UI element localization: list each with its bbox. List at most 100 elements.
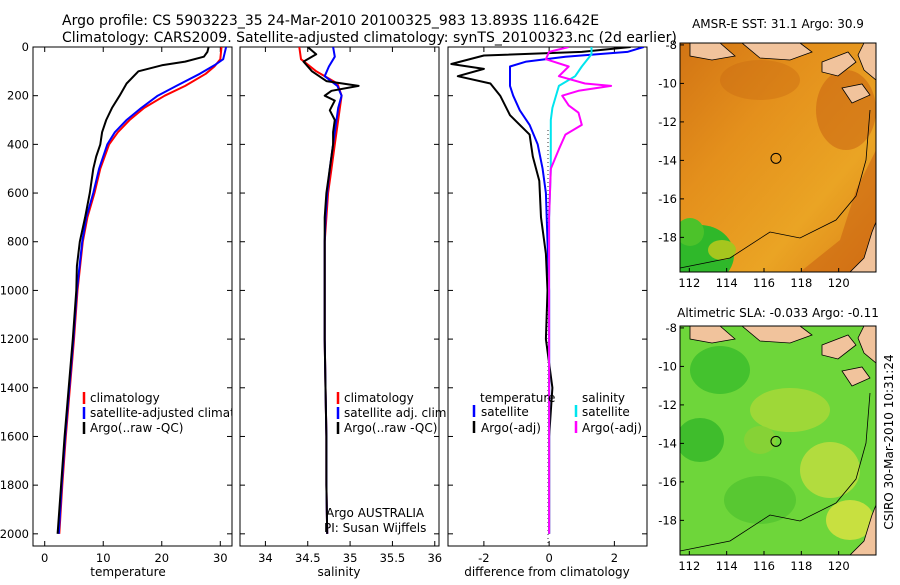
legend-satellite-adjusted: satellite-adjusted climatology [90,406,268,420]
legend-argo: Argo(..raw -QC) [344,421,437,435]
x-tick-label: 0 [545,551,552,565]
x-tick-label: 34 [258,551,273,565]
australia-landmass [849,221,876,272]
map-y-tick-label: -12 [658,115,677,129]
bathymetry-contour [680,392,871,552]
figure-subtitle: Climatology: CARS2009. Satellite-adjuste… [62,30,677,46]
difference-legend: temperature satellite Argo(-adj) salinit… [472,391,642,435]
temperature-legend: climatology satellite-adjusted climatolo… [82,391,268,435]
sla-patch [680,418,724,462]
y-tick-label: 0 [22,40,29,54]
sst-cool-patch [680,218,704,246]
island-landmass [857,326,876,364]
sst-map-ticks: 112 114 116 118 120 -8 -10 -12 -14 -16 -18 [658,38,849,290]
sla-field [680,326,876,555]
map-x-tick-label: 116 [753,559,775,573]
temperature-axes-box [32,46,233,547]
x-tick-label: 35.5 [380,551,406,565]
temperature-ticks: 0 10 20 30 0 200 400 600 800 1000 1200 1400 1600 1800… [0,40,232,565]
australia-landmass [849,504,876,555]
map-y-tick-label: -12 [658,398,677,412]
argo-location-marker [770,152,782,164]
map-y-tick-label: -16 [658,192,677,206]
y-tick-label: 1200 [0,332,29,346]
sst-warm-patch [720,60,800,100]
x-tick-label: 34.5 [295,551,321,565]
island-landmass [821,51,857,77]
island-landmass [689,326,736,344]
map-x-tick-label: 112 [678,559,700,573]
difference-lines [450,47,644,534]
map-x-tick-label: 114 [716,276,738,290]
sst-warm-patch [816,70,876,150]
map-y-tick-label: -18 [658,513,677,527]
sla-map: Altimetric SLA: -0.033 Argo: -0.11 112 11… [658,306,879,573]
island-landmass [857,43,876,81]
salinity-ticks: 34 34.5 35 35.5 36 [240,46,442,565]
sla-map-title: Altimetric SLA: -0.033 Argo: -0.11 [677,306,879,320]
y-tick-label: 1800 [0,478,29,492]
salinity-legend: climatology satellite adj. clim. Argo(..… [336,391,450,435]
map-y-tick-label: -8 [666,321,677,335]
sla-patch [690,346,750,394]
salinity-axes-box [239,46,440,547]
legend-argo: Argo(..raw -QC) [90,421,183,435]
x-tick-label: 30 [213,551,228,565]
map-x-tick-label: 120 [828,276,850,290]
legend-satellite-adj: satellite adj. clim. [344,406,450,420]
legend-sal-satellite: satellite [582,405,630,419]
x-tick-label: 36 [427,551,442,565]
map-y-tick-label: -10 [658,76,677,90]
legend-group-salinity: salinity [582,391,625,405]
temperature-lines [56,47,228,534]
x-tick-label: -2 [478,551,489,565]
island-landmass [841,83,871,104]
map-x-tick-label: 114 [716,559,738,573]
sla-patch [744,426,776,454]
bathymetry-contour [680,109,871,269]
y-tick-label: 600 [7,186,29,200]
salinity-xlabel: salinity [317,565,360,579]
y-tick-label: 2000 [0,527,29,541]
y-tick-label: 1000 [0,283,29,297]
difference-panel: -2 0 2 difference from climatology tempera… [447,46,648,579]
island-landmass [841,366,871,387]
y-tick-label: 800 [7,235,29,249]
temperature-xlabel: temperature [90,565,165,579]
map-y-tick-label: -8 [666,38,677,52]
island-landmass [821,334,857,360]
argo-location-marker [770,435,782,447]
y-tick-label: 400 [7,137,29,151]
salinity-lines [298,47,360,534]
map-x-tick-label: 120 [828,559,850,573]
sla-map-frame [679,325,877,556]
x-tick-label: 0 [41,551,48,565]
x-tick-label: 20 [154,551,169,565]
legend-temp-argo: Argo(-adj) [481,421,541,435]
island-landmass [741,43,813,61]
map-y-tick-label: -14 [658,153,677,167]
map-x-tick-label: 112 [678,276,700,290]
sla-patch [750,388,830,432]
sst-map: AMSR-E SST: 31.1 Argo: 30.9 112 114 116 118… [658,17,877,290]
legend-sal-argo: Argo(-adj) [582,421,642,435]
map-x-tick-label: 118 [790,559,812,573]
x-tick-label: 10 [96,551,111,565]
map-y-tick-label: -16 [658,475,677,489]
sst-map-title: AMSR-E SST: 31.1 Argo: 30.9 [692,17,864,31]
island-landmass [741,326,813,344]
annotation-pi: PI: Susan Wijffels [324,521,426,535]
x-tick-label: 35 [343,551,358,565]
annotation-argo-australia: Argo AUSTRALIA [326,506,425,520]
sla-patch [800,442,860,498]
sst-cool-patch [708,240,736,260]
map-x-tick-label: 116 [753,276,775,290]
sla-map-ticks: 112 114 116 118 120 -8 -10 -12 -14 -16 -18 [658,321,849,573]
sla-patch [724,476,796,524]
series-line-argo-raw-qc [302,47,360,534]
map-y-tick-label: -18 [658,230,677,244]
series-line-salinity-argo-adj [544,47,613,534]
csiro-timestamp: CSIRO 30-Mar-2010 10:31:24 [882,354,896,529]
series-line-argo-raw-qc [56,47,210,534]
